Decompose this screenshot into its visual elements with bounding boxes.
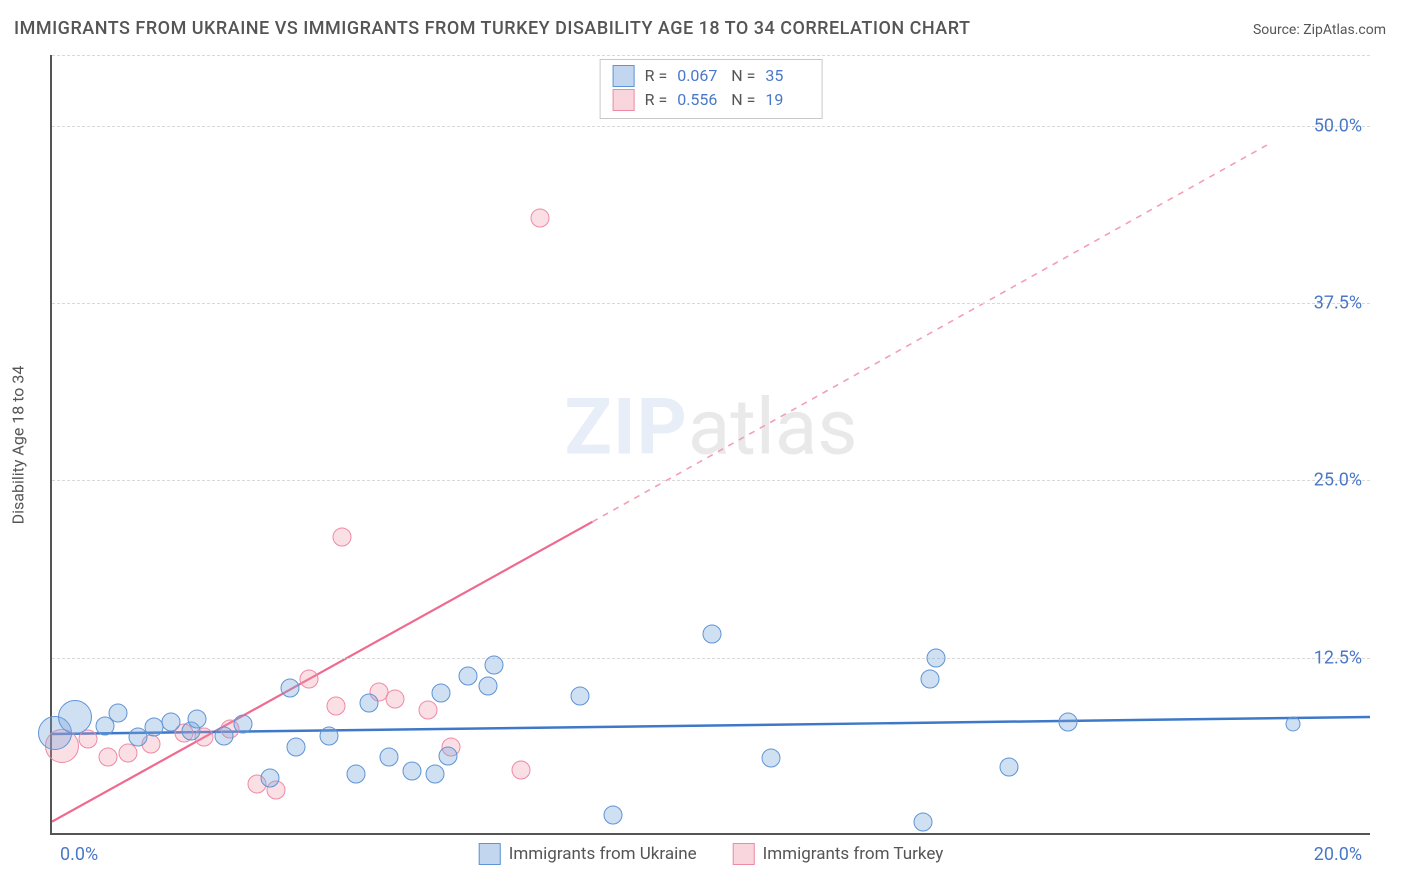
stat-n-ukraine: 35 [765, 64, 809, 88]
data-point-ukraine [234, 715, 253, 734]
y-tick-label: 50.0% [1314, 115, 1362, 136]
data-point-ukraine [703, 624, 722, 643]
legend-item-turkey: Immigrants from Turkey [733, 843, 944, 865]
data-point-ukraine [402, 762, 421, 781]
data-point-turkey [99, 748, 118, 767]
data-point-ukraine [485, 655, 504, 674]
y-tick-label: 37.5% [1314, 293, 1362, 314]
gridline [52, 126, 1370, 127]
chart-title: IMMIGRANTS FROM UKRAINE VS IMMIGRANTS FR… [14, 18, 970, 39]
watermark-part2: atlas [688, 383, 858, 474]
swatch-turkey-icon [733, 843, 755, 865]
stat-r-turkey: 0.556 [677, 88, 721, 112]
y-axis-title: Disability Age 18 to 34 [9, 366, 28, 525]
stat-label-n: N = [731, 88, 755, 112]
data-point-ukraine [161, 712, 180, 731]
swatch-ukraine-icon [479, 843, 501, 865]
data-point-ukraine [1059, 712, 1078, 731]
gridline [52, 658, 1370, 659]
series-legend: Immigrants from Ukraine Immigrants from … [479, 843, 944, 865]
gridline [52, 480, 1370, 481]
legend-label-turkey: Immigrants from Turkey [763, 844, 944, 864]
data-point-turkey [511, 760, 530, 779]
data-point-turkey [333, 528, 352, 547]
data-point-turkey [531, 209, 550, 228]
stat-r-ukraine: 0.067 [677, 64, 721, 88]
stats-row-turkey: R = 0.556 N = 19 [613, 88, 810, 112]
plot-area: ZIPatlas R = 0.067 N = 35 R = 0.556 N = … [50, 55, 1370, 835]
data-point-ukraine [458, 667, 477, 686]
data-point-ukraine [478, 677, 497, 696]
source-value: ZipAtlas.com [1303, 22, 1386, 38]
x-tick-left: 0.0% [60, 844, 98, 865]
data-point-ukraine [287, 738, 306, 757]
data-point-ukraine [920, 670, 939, 689]
stats-row-ukraine: R = 0.067 N = 35 [613, 64, 810, 88]
data-point-ukraine [320, 726, 339, 745]
y-tick-label: 12.5% [1314, 647, 1362, 668]
data-point-turkey [326, 696, 345, 715]
watermark: ZIPatlas [564, 383, 857, 474]
trend-line [52, 522, 592, 822]
x-tick-right: 20.0% [1314, 844, 1362, 865]
data-point-ukraine [439, 746, 458, 765]
legend-label-ukraine: Immigrants from Ukraine [509, 844, 697, 864]
stat-label-n: N = [731, 64, 755, 88]
watermark-part1: ZIP [564, 383, 687, 474]
source-credit: Source: ZipAtlas.com [1253, 22, 1386, 38]
swatch-ukraine-icon [613, 65, 635, 87]
data-point-ukraine [604, 806, 623, 825]
data-point-ukraine [425, 765, 444, 784]
data-point-ukraine [109, 704, 128, 723]
stat-label-r: R = [645, 64, 668, 88]
data-point-turkey [386, 689, 405, 708]
gridline [52, 55, 1370, 56]
data-point-ukraine [432, 684, 451, 703]
data-point-ukraine [346, 765, 365, 784]
stat-label-r: R = [645, 88, 668, 112]
data-point-turkey [300, 670, 319, 689]
correlation-stats-box: R = 0.067 N = 35 R = 0.556 N = 19 [600, 59, 823, 119]
data-point-ukraine [188, 709, 207, 728]
data-point-ukraine [571, 687, 590, 706]
data-point-ukraine [1285, 717, 1300, 732]
swatch-turkey-icon [613, 89, 635, 111]
stat-n-turkey: 19 [765, 88, 809, 112]
data-point-ukraine [762, 749, 781, 768]
data-point-ukraine [359, 694, 378, 713]
data-point-ukraine [58, 700, 92, 734]
trend-line [592, 143, 1271, 522]
gridline [52, 303, 1370, 304]
data-point-ukraine [927, 648, 946, 667]
source-label: Source: [1253, 22, 1300, 38]
data-point-ukraine [1000, 757, 1019, 776]
data-point-turkey [419, 701, 438, 720]
data-point-ukraine [260, 769, 279, 788]
y-tick-label: 25.0% [1314, 470, 1362, 491]
data-point-ukraine [214, 726, 233, 745]
data-point-ukraine [914, 813, 933, 832]
data-point-ukraine [280, 678, 299, 697]
legend-item-ukraine: Immigrants from Ukraine [479, 843, 697, 865]
data-point-ukraine [379, 748, 398, 767]
